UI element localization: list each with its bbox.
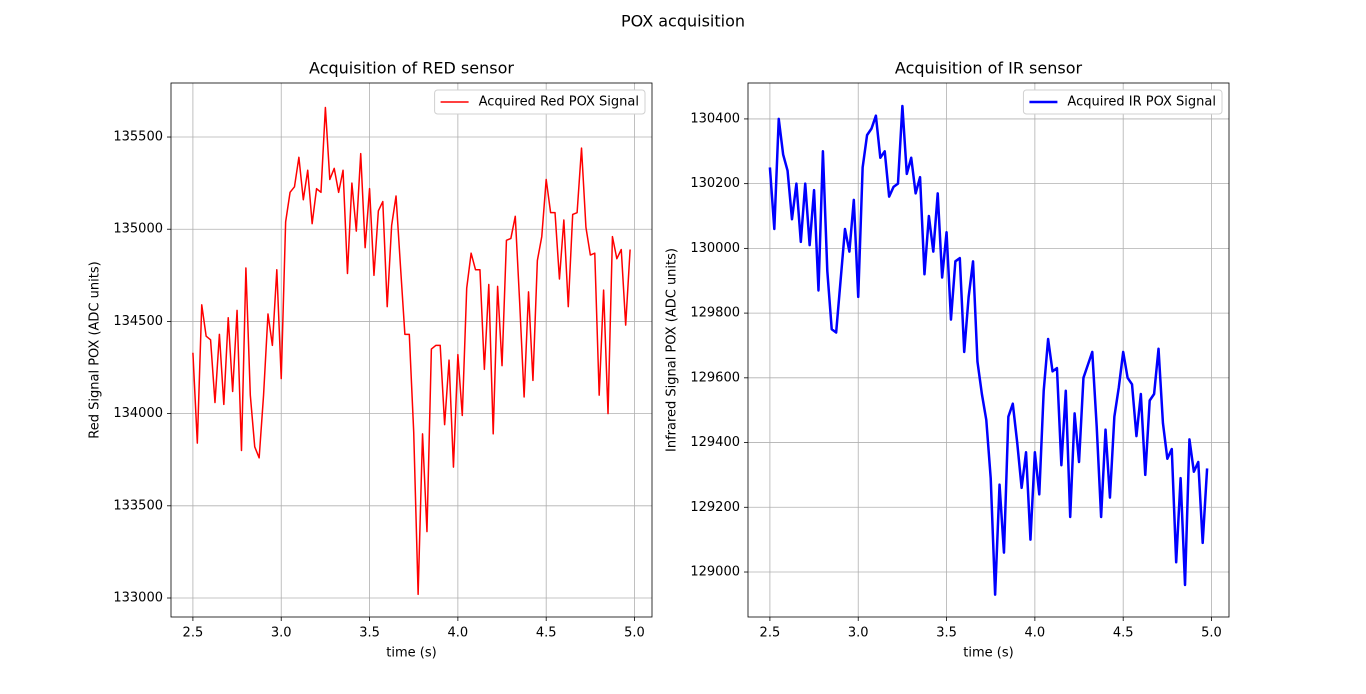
legend-label: Acquired IR POX Signal bbox=[1067, 95, 1216, 110]
y-axis-label: Red Signal POX (ADC units) bbox=[88, 261, 103, 438]
axes-title: Acquisition of RED sensor bbox=[309, 59, 514, 78]
x-tick-label: 5.0 bbox=[624, 626, 645, 641]
y-tick-label: 129200 bbox=[690, 500, 740, 515]
legend: Acquired IR POX Signal bbox=[1022, 89, 1223, 115]
axes-frame bbox=[170, 82, 653, 618]
y-tick-label: 135000 bbox=[113, 222, 163, 237]
y-axis-label: Infrared Signal POX (ADC units) bbox=[665, 248, 680, 452]
x-tick-label: 2.5 bbox=[760, 626, 781, 641]
x-tick-label: 4.5 bbox=[1113, 626, 1134, 641]
y-tick-label: 130200 bbox=[690, 176, 740, 191]
x-axis-label: time (s) bbox=[386, 646, 436, 661]
x-tick-label: 3.5 bbox=[359, 626, 380, 641]
y-tick-label: 134500 bbox=[113, 314, 163, 329]
y-tick-label: 130000 bbox=[690, 241, 740, 256]
y-tick-label: 133500 bbox=[113, 498, 163, 513]
x-tick-label: 3.0 bbox=[848, 626, 869, 641]
legend: Acquired Red POX Signal bbox=[434, 89, 646, 115]
figure-title: POX acquisition bbox=[621, 12, 745, 31]
legend-box bbox=[1022, 89, 1223, 115]
x-tick-label: 3.0 bbox=[271, 626, 292, 641]
x-tick-label: 4.0 bbox=[1025, 626, 1046, 641]
y-tick-label: 130400 bbox=[690, 111, 740, 126]
y-tick-label: 134000 bbox=[113, 406, 163, 421]
y-tick-label: 129800 bbox=[690, 306, 740, 321]
axes-title: Acquisition of IR sensor bbox=[895, 59, 1083, 78]
y-tick-label: 135500 bbox=[113, 130, 163, 145]
legend-box bbox=[434, 89, 646, 115]
x-tick-label: 5.0 bbox=[1201, 626, 1222, 641]
x-tick-label: 3.5 bbox=[936, 626, 957, 641]
data-line bbox=[768, 104, 1209, 596]
y-tick-label: 129600 bbox=[690, 370, 740, 385]
axes-frame bbox=[747, 82, 1230, 618]
y-tick-label: 129000 bbox=[690, 565, 740, 580]
x-tick-label: 4.5 bbox=[536, 626, 557, 641]
legend-label: Acquired Red POX Signal bbox=[479, 95, 639, 110]
y-tick-label: 129400 bbox=[690, 435, 740, 450]
x-axis-label: time (s) bbox=[963, 646, 1013, 661]
x-tick-label: 2.5 bbox=[183, 626, 204, 641]
data-line bbox=[192, 106, 631, 596]
x-tick-label: 4.0 bbox=[448, 626, 469, 641]
y-tick-label: 133000 bbox=[113, 591, 163, 606]
